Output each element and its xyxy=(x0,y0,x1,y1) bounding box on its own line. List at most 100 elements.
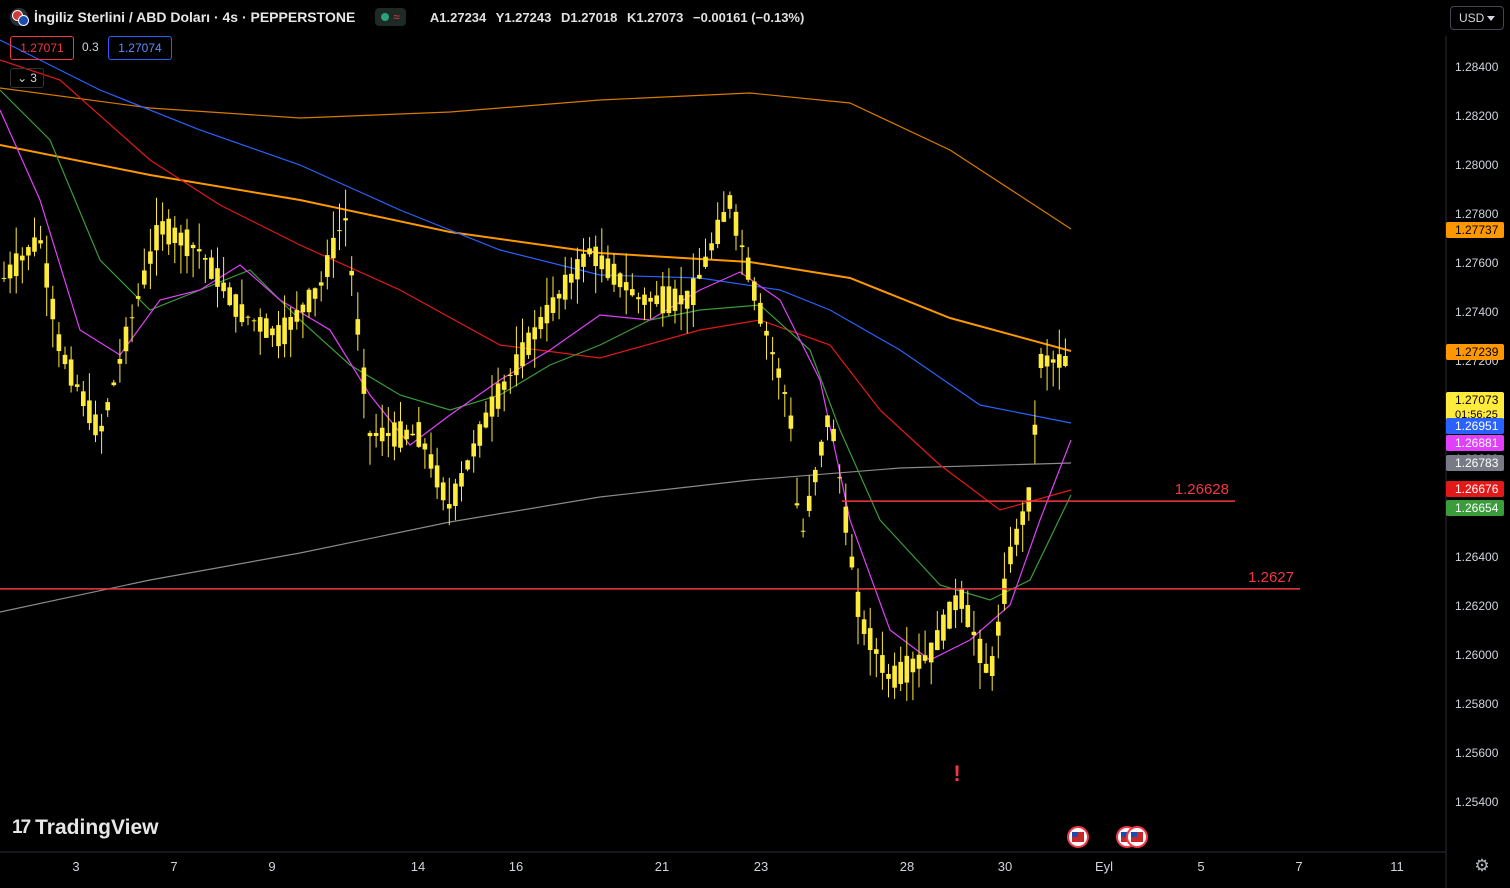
symbol-title[interactable]: İngiliz Sterlini / ABD Doları · 4s · PEP… xyxy=(34,9,356,25)
candle xyxy=(361,348,367,419)
y-tick-label: 1.27600 xyxy=(1455,256,1499,270)
price-label: 1.26676 xyxy=(1446,481,1504,497)
us-flag-event-icon[interactable] xyxy=(1067,826,1089,848)
candle xyxy=(294,291,300,330)
x-tick-label: 11 xyxy=(1390,859,1404,874)
candle xyxy=(898,646,903,692)
candle xyxy=(233,293,239,333)
candle xyxy=(672,279,678,324)
candle xyxy=(81,381,86,417)
candle xyxy=(190,242,196,278)
candle xyxy=(941,609,946,650)
candle xyxy=(282,295,287,358)
candle xyxy=(971,611,977,656)
candle xyxy=(928,642,934,685)
candle xyxy=(135,283,141,307)
moving-averages xyxy=(0,39,1072,661)
candle xyxy=(239,279,245,327)
ma-green-line xyxy=(0,89,1072,601)
candle xyxy=(544,277,550,342)
candle xyxy=(617,271,623,298)
tradingview-logo-icon: 17 xyxy=(12,817,31,838)
ohlc-high: Y1.27243 xyxy=(495,9,552,25)
event-markers[interactable]: ! xyxy=(953,761,1148,848)
x-tick-label: 21 xyxy=(655,859,669,874)
alert-marker-icon[interactable]: ! xyxy=(953,761,960,786)
price-label-value: 1.27239 xyxy=(1455,345,1499,359)
candle xyxy=(325,239,330,290)
candle xyxy=(636,292,641,314)
candle xyxy=(660,271,666,327)
candle xyxy=(867,607,873,676)
candle xyxy=(87,373,92,431)
candle xyxy=(373,413,379,448)
candle xyxy=(62,346,68,370)
candle xyxy=(257,308,263,355)
symbol-header[interactable]: İngiliz Sterlini / ABD Doları · 4s · PEP… xyxy=(10,6,810,28)
candle xyxy=(837,464,842,494)
ohlc-change: −0.00161 (−0.13%) xyxy=(693,9,805,25)
currency-flags-icon xyxy=(10,8,29,26)
brand-name: TradingView xyxy=(35,816,159,839)
candle xyxy=(1026,487,1032,521)
candle xyxy=(752,277,757,311)
horizontal-line-label: 1.2627 xyxy=(1248,569,1294,586)
market-status[interactable]: ≈ xyxy=(375,8,406,26)
tradingview-logo[interactable]: 17 TradingView xyxy=(12,816,158,840)
y-tick-label: 1.25400 xyxy=(1455,795,1499,809)
us-flag-event-icon[interactable] xyxy=(1126,826,1148,848)
candle xyxy=(813,466,818,496)
indicators-toggle[interactable]: ⌄ 3 xyxy=(10,68,44,88)
currency-select[interactable]: USD xyxy=(1450,6,1504,30)
candle xyxy=(416,406,422,448)
time-axis[interactable]: 3 7 9 14 16 21 23 28 30 Eyl 5 7 11 xyxy=(72,859,1403,874)
candle xyxy=(172,216,178,264)
candle xyxy=(367,430,373,465)
candle xyxy=(13,227,19,294)
x-tick-label: 5 xyxy=(1197,859,1204,874)
candle xyxy=(318,271,324,302)
candle xyxy=(123,317,129,365)
candle xyxy=(434,447,440,500)
candle xyxy=(489,375,495,442)
price-label-value: 1.27737 xyxy=(1455,223,1499,237)
candle xyxy=(129,304,135,343)
y-tick-label: 1.25600 xyxy=(1455,746,1499,760)
candle xyxy=(556,289,562,320)
candle xyxy=(788,397,794,442)
horizontal-lines[interactable]: 1.26628 1.2627 xyxy=(0,481,1300,590)
candle xyxy=(160,202,165,251)
candle xyxy=(935,610,940,651)
candle xyxy=(1020,502,1025,552)
ohlc-values: A1.27234 Y1.27243 D1.27018 K1.27073 −0.0… xyxy=(430,10,810,25)
candle xyxy=(428,432,434,478)
candle xyxy=(880,631,885,690)
price-axis[interactable]: 1.28400 1.28200 1.28000 1.27800 1.27600 1.274… xyxy=(1446,60,1504,809)
x-tick-label: 7 xyxy=(170,859,177,874)
candle xyxy=(398,401,403,453)
candle xyxy=(538,306,544,339)
candle xyxy=(404,424,409,446)
candle xyxy=(569,257,574,300)
candle xyxy=(26,244,31,271)
price-label: 1.26654 xyxy=(1446,500,1504,516)
price-label: 1.27737 xyxy=(1446,222,1504,238)
candle xyxy=(99,414,104,454)
candle xyxy=(227,282,232,307)
candle xyxy=(495,367,501,418)
x-tick-label: 28 xyxy=(900,859,914,874)
candle xyxy=(526,326,531,359)
candle xyxy=(666,268,672,317)
settings-gear-icon[interactable]: ⚙ xyxy=(1474,856,1490,875)
candle xyxy=(264,313,269,338)
candle xyxy=(605,245,611,281)
y-tick-label: 1.28000 xyxy=(1455,158,1499,172)
price-label-value: 1.26951 xyxy=(1455,419,1499,433)
candle xyxy=(68,346,74,393)
buy-button[interactable]: 1.27074 xyxy=(108,36,172,60)
price-label-value: 1.26654 xyxy=(1455,501,1499,515)
sell-button[interactable]: 1.27071 xyxy=(10,36,74,60)
candle xyxy=(910,651,916,701)
ma-100-line xyxy=(0,144,1072,352)
